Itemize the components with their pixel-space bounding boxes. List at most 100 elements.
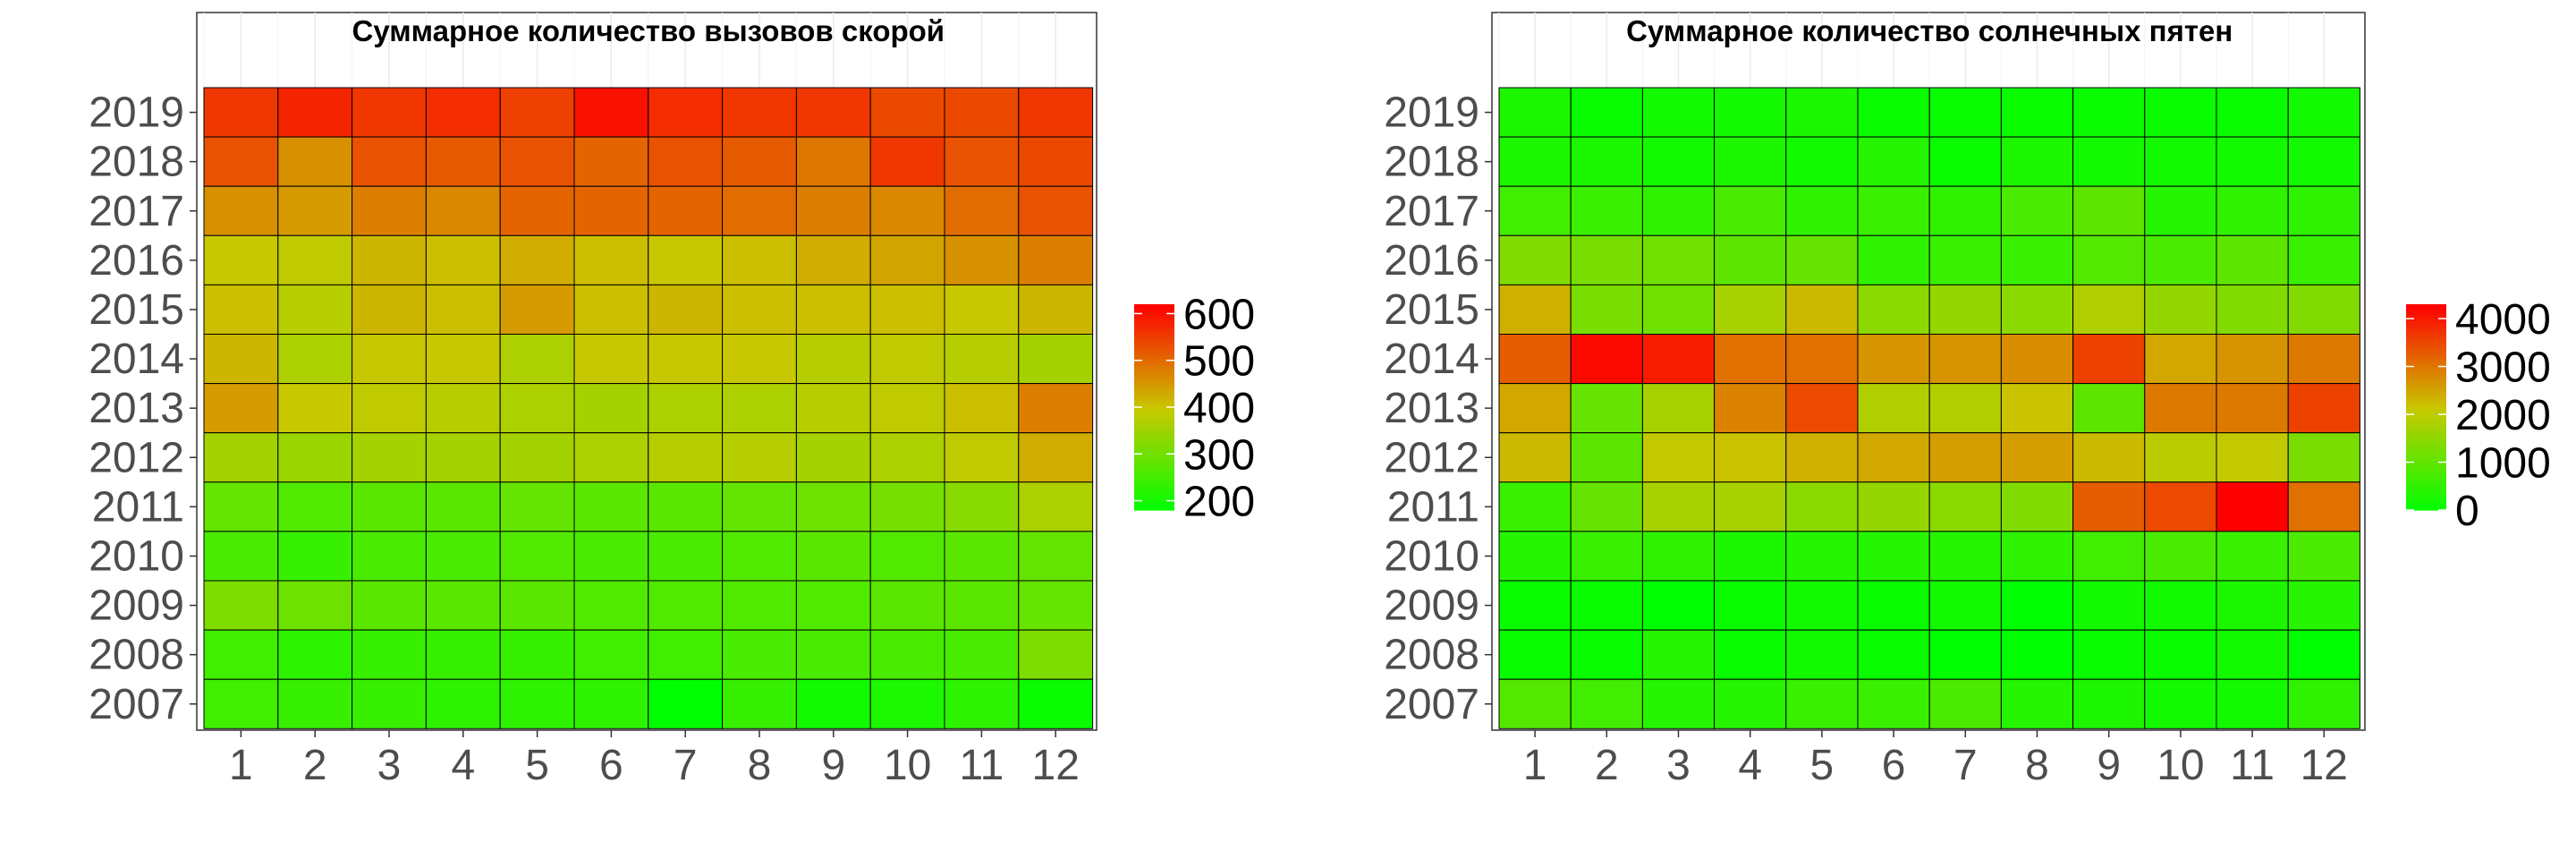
legend-gradient-step — [1134, 410, 1174, 415]
legend-gradient-step — [2406, 441, 2446, 446]
heatmap-cell — [1714, 136, 1787, 187]
x-tick-label: 5 — [525, 742, 549, 789]
heatmap-cell — [277, 678, 353, 729]
y-tick-label: 2015 — [1384, 286, 1479, 334]
legend-gradient-step — [1134, 345, 1174, 350]
legend-gradient-step — [2406, 389, 2446, 395]
heatmap-cell — [425, 334, 501, 385]
x-tick-label: 1 — [229, 742, 253, 789]
legend-gradient-step — [2406, 438, 2446, 442]
x-tick-label: 3 — [377, 742, 402, 789]
heatmap-cell — [648, 383, 724, 434]
heatmap-cell — [2144, 234, 2217, 285]
legend-gradient-step — [2406, 307, 2446, 312]
y-tick-label: 2009 — [89, 583, 184, 630]
heatmap-cell — [1641, 629, 1716, 680]
heatmap-cell — [869, 383, 945, 434]
legend-gradient-step — [1134, 359, 1174, 363]
heatmap-cell — [722, 531, 797, 582]
heatmap-cell — [1714, 334, 1787, 385]
heatmap-cell — [648, 678, 724, 729]
legend-gradient-step — [1134, 369, 1174, 374]
legend-gradient-step — [2406, 482, 2446, 487]
heatmap-cell — [1018, 185, 1094, 236]
heatmap-cell — [1928, 481, 2002, 532]
heatmap-cell — [425, 481, 501, 532]
heatmap-cell — [499, 185, 575, 236]
heatmap-cell — [277, 284, 353, 335]
y-tick-label: 2008 — [89, 632, 184, 679]
heatmap-cell — [869, 87, 945, 138]
heatmap-cell — [1570, 678, 1643, 729]
heatmap-cell — [2216, 87, 2289, 138]
heatmap-cell — [1570, 629, 1643, 680]
x-tick-label: 10 — [2157, 742, 2204, 789]
heatmap-cell — [2072, 531, 2146, 582]
legend-gradient-step — [1134, 304, 1174, 309]
heatmap-cell — [203, 580, 279, 631]
legend-gradient-step — [1134, 307, 1174, 312]
legend-gradient-step — [2406, 327, 2446, 333]
heatmap-cell — [1857, 185, 1930, 236]
legend-gradient-step — [1134, 321, 1174, 326]
y-tick-label: 2011 — [92, 483, 184, 531]
heatmap-cell — [499, 284, 575, 335]
legend-gradient-step — [2406, 325, 2446, 329]
heatmap-cell — [277, 185, 353, 236]
legend-gradient-step — [2406, 496, 2446, 501]
heatmap-cell — [573, 678, 649, 729]
heatmap-cell — [944, 481, 1020, 532]
heatmap-cell — [425, 87, 501, 138]
legend-gradient-step — [1134, 455, 1174, 460]
heatmap-cell — [1857, 432, 1930, 483]
heatmap-cell — [2287, 432, 2360, 483]
legend-gradient-step — [2406, 489, 2446, 494]
legend-gradient-step — [1134, 400, 1174, 404]
heatmap-cell — [1570, 580, 1643, 631]
heatmap-cell — [2000, 580, 2074, 631]
legend-gradient-step — [1134, 355, 1174, 360]
heatmap-cell — [2144, 136, 2217, 187]
legend-gradient-step — [2406, 472, 2446, 477]
legend-gradient-step — [2406, 362, 2446, 367]
chart-title: Суммарное количество солнечных пятен — [1626, 14, 2233, 47]
heatmap-cell — [2287, 334, 2360, 385]
heatmap-cell — [277, 383, 353, 434]
heatmap-cell — [352, 432, 427, 483]
legend-gradient-step — [2406, 434, 2446, 439]
legend-gradient-step — [1134, 465, 1174, 470]
heatmap-cell — [869, 136, 945, 187]
heatmap-cell — [2216, 383, 2289, 434]
legend-gradient-step — [2406, 479, 2446, 483]
legend-gradient-step — [2406, 424, 2446, 429]
heatmap-cell — [277, 234, 353, 285]
heatmap-cell — [2287, 629, 2360, 680]
heatmap-cell — [1498, 629, 1572, 680]
heatmap-cell — [1018, 629, 1094, 680]
heatmap-cell — [944, 136, 1020, 187]
heatmap-cell — [1641, 234, 1716, 285]
heatmap-cell — [203, 234, 279, 285]
heatmap-cell — [425, 234, 501, 285]
y-tick-label: 2018 — [1384, 139, 1479, 186]
heatmap-cell — [277, 580, 353, 631]
heatmap-cell — [722, 432, 797, 483]
heatmap-cell — [869, 629, 945, 680]
heatmap-cell — [425, 136, 501, 187]
heatmap-cell — [203, 531, 279, 582]
heatmap-cell — [1641, 580, 1716, 631]
heatmap-cell — [2287, 234, 2360, 285]
legend-gradient-step — [2406, 331, 2446, 336]
heatmap-cell — [944, 87, 1020, 138]
heatmap-cell — [573, 87, 649, 138]
legend-gradient-step — [1134, 492, 1174, 498]
legend-gradient-step — [1134, 413, 1174, 419]
heatmap-cell — [2144, 383, 2217, 434]
heatmap-cell — [1498, 87, 1572, 138]
heatmap-cell — [2216, 432, 2289, 483]
heatmap-cell — [2072, 136, 2146, 187]
heatmap-cell — [2144, 185, 2217, 236]
heatmap-cell — [648, 481, 724, 532]
heatmap-cell — [1928, 580, 2002, 631]
